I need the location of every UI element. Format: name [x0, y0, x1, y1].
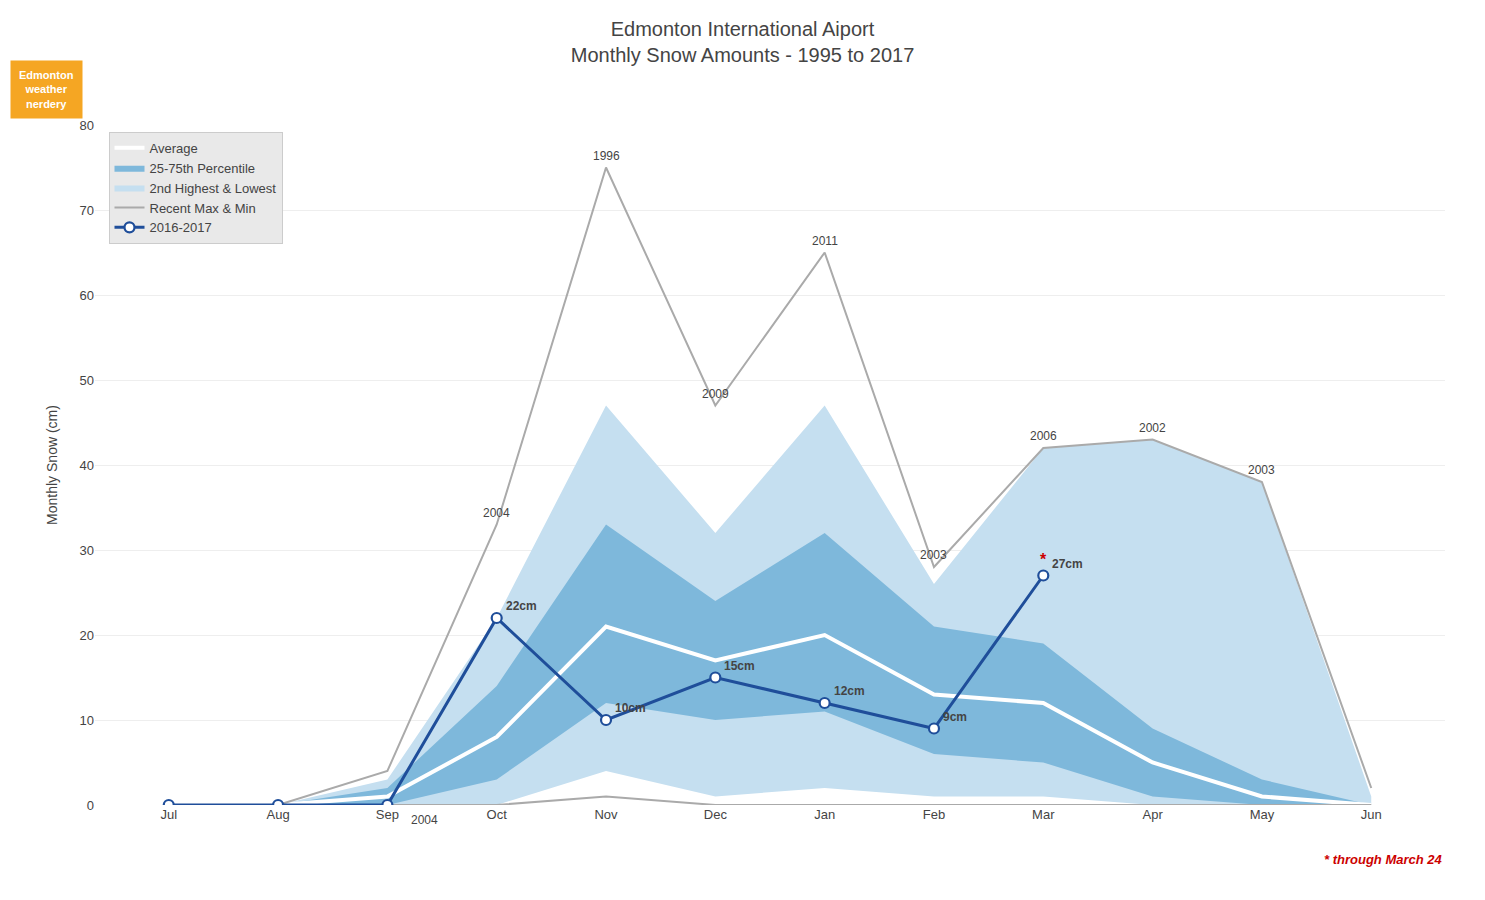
svg-text:Feb: Feb: [923, 807, 945, 822]
svg-text:Nov: Nov: [594, 807, 618, 822]
svg-text:Oct: Oct: [487, 807, 508, 822]
svg-text:12cm: 12cm: [834, 684, 865, 698]
svg-text:15cm: 15cm: [724, 659, 755, 673]
svg-text:Jun: Jun: [1361, 807, 1382, 822]
svg-text:Jul: Jul: [160, 807, 177, 822]
svg-text:25-75th Percentile: 25-75th Percentile: [150, 161, 256, 176]
svg-text:2016-2017: 2016-2017: [150, 220, 212, 235]
svg-text:70: 70: [80, 203, 94, 218]
svg-text:2006: 2006: [1030, 429, 1057, 443]
svg-text:*: *: [1040, 551, 1047, 568]
svg-text:30: 30: [80, 543, 94, 558]
svg-text:Jan: Jan: [814, 807, 835, 822]
svg-text:Edmontonweathernerdery: Edmontonweathernerdery: [19, 69, 74, 110]
svg-text:2004: 2004: [483, 506, 510, 520]
svg-text:2011: 2011: [812, 234, 838, 248]
svg-text:80: 80: [80, 118, 94, 133]
svg-text:40: 40: [80, 458, 94, 473]
svg-text:Sep: Sep: [376, 807, 399, 822]
svg-text:2nd Highest & Lowest: 2nd Highest & Lowest: [150, 181, 277, 196]
svg-text:2009: 2009: [702, 387, 729, 401]
svg-text:May: May: [1250, 807, 1275, 822]
svg-text:2002: 2002: [1139, 421, 1166, 435]
svg-text:Average: Average: [150, 141, 198, 156]
svg-text:Recent Max & Min: Recent Max & Min: [150, 201, 256, 216]
svg-text:22cm: 22cm: [506, 599, 537, 613]
svg-text:* through March 24: * through March 24: [1324, 852, 1443, 867]
svg-text:27cm: 27cm: [1052, 557, 1083, 571]
svg-text:0: 0: [87, 798, 94, 813]
svg-text:60: 60: [80, 288, 94, 303]
svg-text:Aug: Aug: [266, 807, 289, 822]
svg-text:2003: 2003: [920, 548, 947, 562]
svg-text:2003: 2003: [1248, 463, 1275, 477]
svg-text:Dec: Dec: [704, 807, 728, 822]
svg-text:Edmonton International AiportM: Edmonton International AiportMonthly Sno…: [571, 18, 915, 66]
svg-text:Apr: Apr: [1142, 807, 1163, 822]
svg-text:2004: 2004: [411, 813, 438, 827]
svg-text:1996: 1996: [593, 149, 620, 163]
svg-text:Mar: Mar: [1032, 807, 1055, 822]
svg-text:10cm: 10cm: [615, 701, 646, 715]
svg-text:Monthly Snow (cm): Monthly Snow (cm): [44, 405, 60, 525]
svg-text:10: 10: [80, 713, 94, 728]
svg-text:50: 50: [80, 373, 94, 388]
svg-text:9cm: 9cm: [943, 710, 967, 724]
svg-text:20: 20: [80, 628, 94, 643]
